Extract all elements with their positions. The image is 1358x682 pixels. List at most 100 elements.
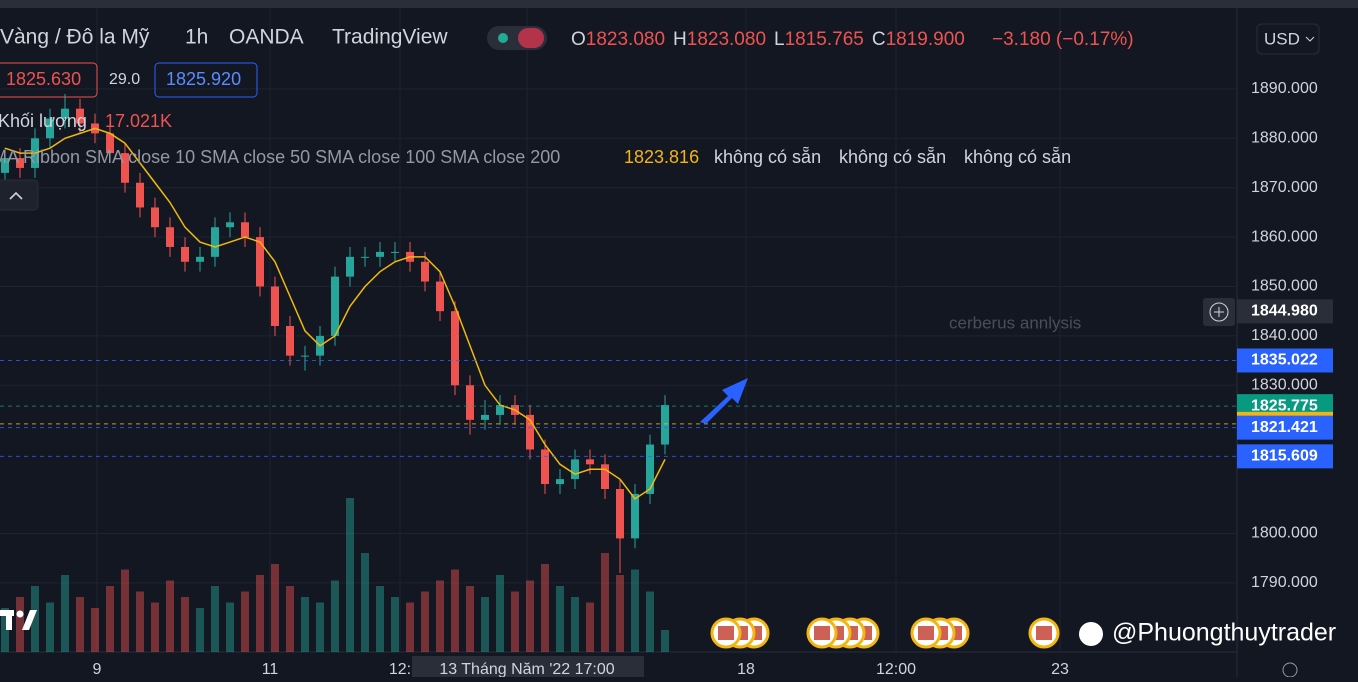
price-tag-label: 1821.421 bbox=[1251, 419, 1318, 436]
volume-bar bbox=[226, 602, 234, 652]
volume-bar bbox=[481, 597, 489, 652]
collapse-icon bbox=[9, 191, 23, 200]
volume-bar bbox=[256, 575, 264, 652]
volume-bar bbox=[646, 591, 654, 652]
ma-value: 1823.816 bbox=[624, 147, 699, 167]
volume-bar bbox=[361, 553, 369, 652]
ma-na: không có sẵn bbox=[714, 147, 821, 167]
y-tick-label: 1840.000 bbox=[1251, 327, 1318, 344]
bid-box[interactable] bbox=[0, 62, 98, 98]
candle-body bbox=[466, 385, 474, 420]
candle-body bbox=[631, 493, 639, 539]
candle-body bbox=[481, 414, 489, 420]
candle-body bbox=[1, 158, 9, 173]
volume-bar bbox=[181, 597, 189, 652]
crosshair-x-label bbox=[412, 656, 644, 677]
volume-bar bbox=[661, 630, 669, 652]
candle-body bbox=[211, 227, 219, 257]
candle-body bbox=[61, 108, 69, 119]
volume-bar bbox=[376, 586, 384, 652]
volume-bar bbox=[496, 575, 504, 652]
volume-bar bbox=[616, 575, 624, 652]
candle-body bbox=[46, 118, 54, 139]
price-tag bbox=[1237, 444, 1333, 469]
x-tick-label: 13 Tháng Năm '22 17:00 bbox=[439, 661, 614, 677]
candle-body bbox=[106, 133, 114, 154]
candle-body bbox=[646, 444, 654, 494]
candle-body bbox=[271, 286, 279, 326]
volume-bar bbox=[331, 580, 339, 652]
credit: @Phuongthuytrader bbox=[1112, 619, 1336, 647]
change: −3.180 (−0.17%) bbox=[992, 29, 1134, 50]
x-tick-label: 12: bbox=[389, 661, 411, 677]
candle-body bbox=[151, 207, 159, 228]
volume-bar bbox=[16, 597, 24, 652]
ma-na: không có sẵn bbox=[839, 147, 946, 167]
volume-label: Khối lượng bbox=[0, 111, 87, 131]
candle-body bbox=[121, 153, 129, 183]
candle-body bbox=[376, 251, 384, 257]
y-tick-label: 1860.000 bbox=[1251, 228, 1318, 245]
volume-bar bbox=[301, 597, 309, 652]
volume-bar bbox=[271, 564, 279, 652]
volume-bar bbox=[76, 597, 84, 652]
candle-body bbox=[361, 256, 369, 258]
volume-bar bbox=[421, 591, 429, 652]
candle-body bbox=[451, 311, 459, 386]
arrow bbox=[700, 378, 748, 424]
candle-body bbox=[226, 222, 234, 228]
source: TradingView bbox=[332, 26, 448, 49]
currency-button[interactable] bbox=[1256, 23, 1320, 55]
ohlc-value: 1823.080 bbox=[687, 29, 766, 50]
volume-bar bbox=[46, 602, 54, 652]
candle-body bbox=[571, 459, 579, 480]
volume-bar bbox=[451, 569, 459, 652]
candle-body bbox=[136, 182, 144, 208]
candle-body bbox=[16, 158, 24, 168]
y-tick-label: 1890.000 bbox=[1251, 80, 1318, 97]
volume-bar bbox=[136, 591, 144, 652]
add-icon bbox=[1209, 302, 1229, 322]
ohlc-value: 1819.900 bbox=[886, 29, 965, 50]
logo bbox=[0, 610, 37, 630]
price-tag-label: 1835.022 bbox=[1251, 352, 1318, 369]
candle-body bbox=[661, 405, 669, 445]
price-tag bbox=[1237, 415, 1333, 440]
candle-body bbox=[181, 246, 189, 262]
y-tick-label: 1800.000 bbox=[1251, 525, 1318, 542]
volume-bar bbox=[31, 586, 39, 652]
volume-bar bbox=[586, 602, 594, 652]
watermark: cerberus annlysis bbox=[949, 313, 1081, 332]
bid: 1825.630 bbox=[6, 69, 81, 89]
volume-bar bbox=[556, 586, 564, 652]
broker: OANDA bbox=[229, 26, 304, 49]
volume-bar bbox=[151, 602, 159, 652]
chevron bbox=[1305, 36, 1315, 42]
volume-bar bbox=[241, 591, 249, 652]
status-dot bbox=[498, 33, 508, 43]
candle-body bbox=[496, 405, 504, 415]
price-tag-label: 1844.980 bbox=[1251, 302, 1318, 319]
volume-bar bbox=[391, 597, 399, 652]
volume-bar bbox=[346, 498, 354, 652]
volume-bar bbox=[466, 586, 474, 652]
y-tick-label: 1870.000 bbox=[1251, 179, 1318, 196]
y-tick-label: 1830.000 bbox=[1251, 376, 1318, 393]
ma-label: MA Ribbon SMA close 10 SMA close 50 SMA … bbox=[0, 147, 560, 167]
ohlc-label: H bbox=[673, 29, 687, 50]
ask-box[interactable] bbox=[154, 62, 258, 98]
status-icon bbox=[518, 28, 544, 48]
candle-body bbox=[196, 256, 204, 262]
candle-body bbox=[421, 261, 429, 282]
volume-bar bbox=[631, 569, 639, 652]
volume-bar bbox=[121, 569, 129, 652]
volume-bar bbox=[286, 586, 294, 652]
flag bbox=[814, 626, 830, 640]
volume-bar bbox=[406, 602, 414, 652]
ohlc-label: O bbox=[571, 29, 586, 50]
volume-value: 17.021K bbox=[105, 111, 172, 131]
x-tick-label: 18 bbox=[737, 661, 755, 677]
